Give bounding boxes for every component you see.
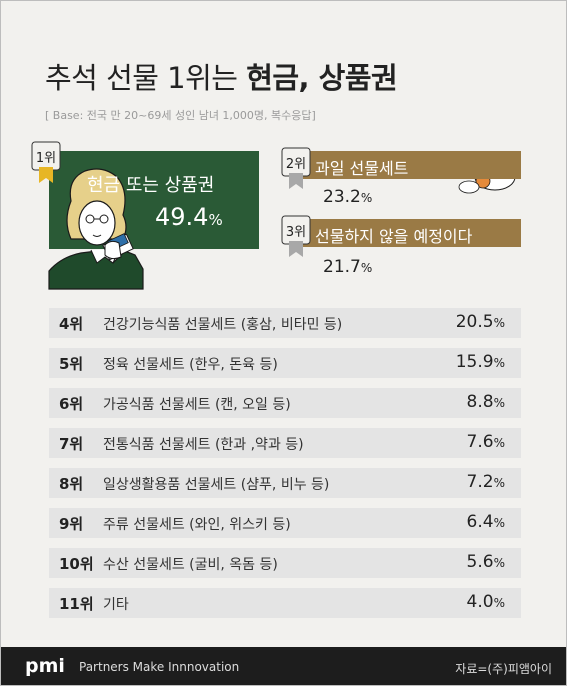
row-label: 가공식품 선물세트 (캔, 오일 등) — [103, 397, 291, 413]
row-number: 8.8 — [466, 392, 494, 412]
row-number: 6.4 — [466, 512, 494, 532]
row-rank: 10위 — [59, 555, 94, 573]
row-rank: 4위 — [59, 315, 84, 333]
row-unit: % — [493, 356, 505, 370]
row-value: 20.5% — [456, 312, 505, 332]
rank2-badge: 2위 — [281, 147, 311, 191]
rank3-bar — [299, 219, 521, 247]
rank1-unit: % — [208, 211, 223, 229]
title-bold: 현금, 상품권 — [246, 61, 398, 95]
row-rank: 8위 — [59, 475, 84, 493]
row-value: 7.6% — [467, 432, 505, 452]
row-number: 20.5 — [455, 312, 494, 332]
title-regular: 추석 선물 1위는 — [45, 61, 247, 95]
row-unit: % — [493, 476, 505, 490]
table-row: 6위 가공식품 선물세트 (캔, 오일 등) 8.8% — [49, 388, 521, 418]
row-rank: 7위 — [59, 435, 84, 453]
row-label: 정육 선물세트 (한우, 돈육 등) — [103, 357, 278, 373]
rank3-value: 21.7% — [323, 257, 372, 277]
row-rank: 5위 — [59, 355, 84, 373]
table-row: 10위 수산 선물세트 (굴비, 옥돔 등) 5.6% — [49, 548, 521, 578]
row-value: 7.2% — [467, 472, 505, 492]
row-value: 6.4% — [467, 512, 505, 532]
row-rank: 6위 — [59, 395, 84, 413]
row-value: 5.6% — [467, 552, 505, 572]
rank3-label: 선물하지 않을 예정이다 — [315, 227, 473, 246]
rank3-unit: % — [360, 261, 373, 275]
row-number: 7.2 — [466, 472, 494, 492]
pmi-logo: pmi — [25, 655, 65, 677]
rank2-number: 23.2 — [323, 187, 361, 207]
table-row: 8위 일상생활용품 선물세트 (샴푸, 비누 등) 7.2% — [49, 468, 521, 498]
silver-badge-icon — [281, 215, 311, 257]
rank2-bar — [299, 151, 521, 179]
table-row: 11위 기타 4.0% — [49, 588, 521, 618]
rank1-rank: 1위 — [35, 151, 57, 166]
silver-badge-icon — [281, 147, 311, 189]
rank1-number: 49.4 — [155, 203, 209, 231]
rank2-rank: 2위 — [285, 157, 307, 172]
row-unit: % — [493, 596, 505, 610]
rank1-value: 49.4% — [155, 203, 223, 231]
row-number: 7.6 — [466, 432, 494, 452]
footer: pmi Partners Make Innnovation 자료=(주)피앰아이 — [1, 647, 566, 685]
rank3-badge: 3위 — [281, 215, 311, 259]
base-note: [ Base: 전국 만 20~69세 성인 남녀 1,000명, 복수응답] — [45, 109, 316, 122]
rank3-number: 21.7 — [323, 257, 361, 277]
row-value: 4.0% — [467, 592, 505, 612]
source-credit: 자료=(주)피앰아이 — [455, 662, 552, 676]
row-label: 수산 선물세트 (굴비, 옥돔 등) — [103, 557, 278, 573]
row-label: 전통식품 선물세트 (한과 ,약과 등) — [103, 437, 304, 453]
row-number: 4.0 — [466, 592, 494, 612]
rank1-badge: 1위 — [31, 141, 61, 185]
row-unit: % — [493, 436, 505, 450]
row-number: 5.6 — [466, 552, 494, 572]
row-value: 15.9% — [456, 352, 505, 372]
table-row: 4위 건강기능식품 선물세트 (홍삼, 비타민 등) 20.5% — [49, 308, 521, 338]
row-number: 15.9 — [455, 352, 494, 372]
row-label: 기타 — [103, 597, 129, 613]
row-value: 8.8% — [467, 392, 505, 412]
row-label: 건강기능식품 선물세트 (홍삼, 비타민 등) — [103, 317, 343, 333]
table-row: 5위 정육 선물세트 (한우, 돈육 등) 15.9% — [49, 348, 521, 378]
page-title: 추석 선물 1위는 현금, 상품권 — [45, 55, 398, 97]
tagline: Partners Make Innnovation — [79, 660, 240, 674]
rank1-label: 현금 또는 상품권 — [87, 175, 215, 196]
row-label: 일상생활용품 선물세트 (샴푸, 비누 등) — [103, 477, 330, 493]
row-unit: % — [493, 556, 505, 570]
rank2-label: 과일 선물세트 — [315, 159, 409, 178]
row-unit: % — [493, 396, 505, 410]
row-unit: % — [493, 516, 505, 530]
row-unit: % — [493, 316, 505, 330]
rank2-value: 23.2% — [323, 187, 372, 207]
row-rank: 11위 — [59, 595, 94, 613]
table-row: 7위 전통식품 선물세트 (한과 ,약과 등) 7.6% — [49, 428, 521, 458]
table-row: 9위 주류 선물세트 (와인, 위스키 등) 6.4% — [49, 508, 521, 538]
gold-badge-icon — [31, 141, 61, 183]
rank2-unit: % — [360, 191, 373, 205]
rank3-rank: 3위 — [285, 225, 307, 240]
row-rank: 9위 — [59, 515, 84, 533]
row-label: 주류 선물세트 (와인, 위스키 등) — [103, 517, 291, 533]
